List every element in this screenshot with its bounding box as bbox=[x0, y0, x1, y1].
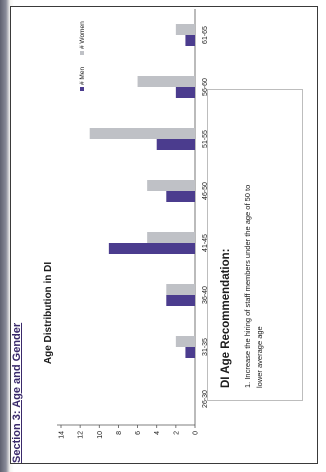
legend-label: # Women bbox=[79, 21, 86, 49]
bar-men bbox=[166, 295, 196, 306]
bar-women bbox=[147, 180, 195, 191]
bar-women bbox=[175, 336, 196, 347]
y-tick-label: 2 bbox=[173, 431, 180, 435]
bar-women bbox=[89, 128, 195, 139]
y-tick-label: 8 bbox=[116, 431, 123, 435]
x-tick-label: 51-55 bbox=[202, 130, 209, 148]
bar-women bbox=[166, 284, 196, 295]
bar-women bbox=[137, 76, 195, 87]
bar-men bbox=[166, 191, 196, 202]
x-tick-label: 61-65 bbox=[202, 26, 209, 44]
bar-men bbox=[175, 87, 196, 98]
x-tick-label: 56-60 bbox=[202, 78, 209, 96]
y-tick-label: 14 bbox=[59, 431, 66, 439]
bar-women bbox=[147, 232, 195, 243]
legend-swatch-men bbox=[80, 87, 84, 91]
legend-label: # Men bbox=[79, 67, 86, 85]
bar-women bbox=[175, 24, 196, 35]
y-tick-label: 10 bbox=[97, 431, 104, 439]
recommendation-title: DI Age Recommendation: bbox=[220, 248, 232, 388]
x-tick-label: 36-40 bbox=[202, 286, 209, 304]
document-sheet: Section 3: Age and Gender Age Distributi… bbox=[10, 6, 318, 464]
x-tick-label: 46-50 bbox=[202, 182, 209, 200]
bar-men bbox=[185, 347, 196, 358]
x-tick-label: 41-45 bbox=[202, 234, 209, 252]
legend-swatch-women bbox=[80, 51, 84, 55]
recommendation-item: 1. Increase the hiring of staff members … bbox=[243, 184, 264, 388]
bar-men bbox=[108, 243, 195, 254]
recommendation-box: DI Age Recommendation: 1. Increase the h… bbox=[207, 89, 303, 401]
y-tick-label: 6 bbox=[135, 431, 142, 435]
y-tick-label: 0 bbox=[193, 431, 200, 435]
x-tick-label: 26-30 bbox=[202, 390, 209, 408]
y-tick-label: 12 bbox=[78, 431, 85, 439]
bar-men bbox=[156, 139, 195, 150]
bar-men bbox=[185, 35, 196, 46]
x-tick-label: 31-35 bbox=[202, 338, 209, 356]
report-slide: Section 3: Age and Gender Age Distributi… bbox=[11, 7, 317, 463]
y-tick-label: 4 bbox=[154, 431, 161, 435]
